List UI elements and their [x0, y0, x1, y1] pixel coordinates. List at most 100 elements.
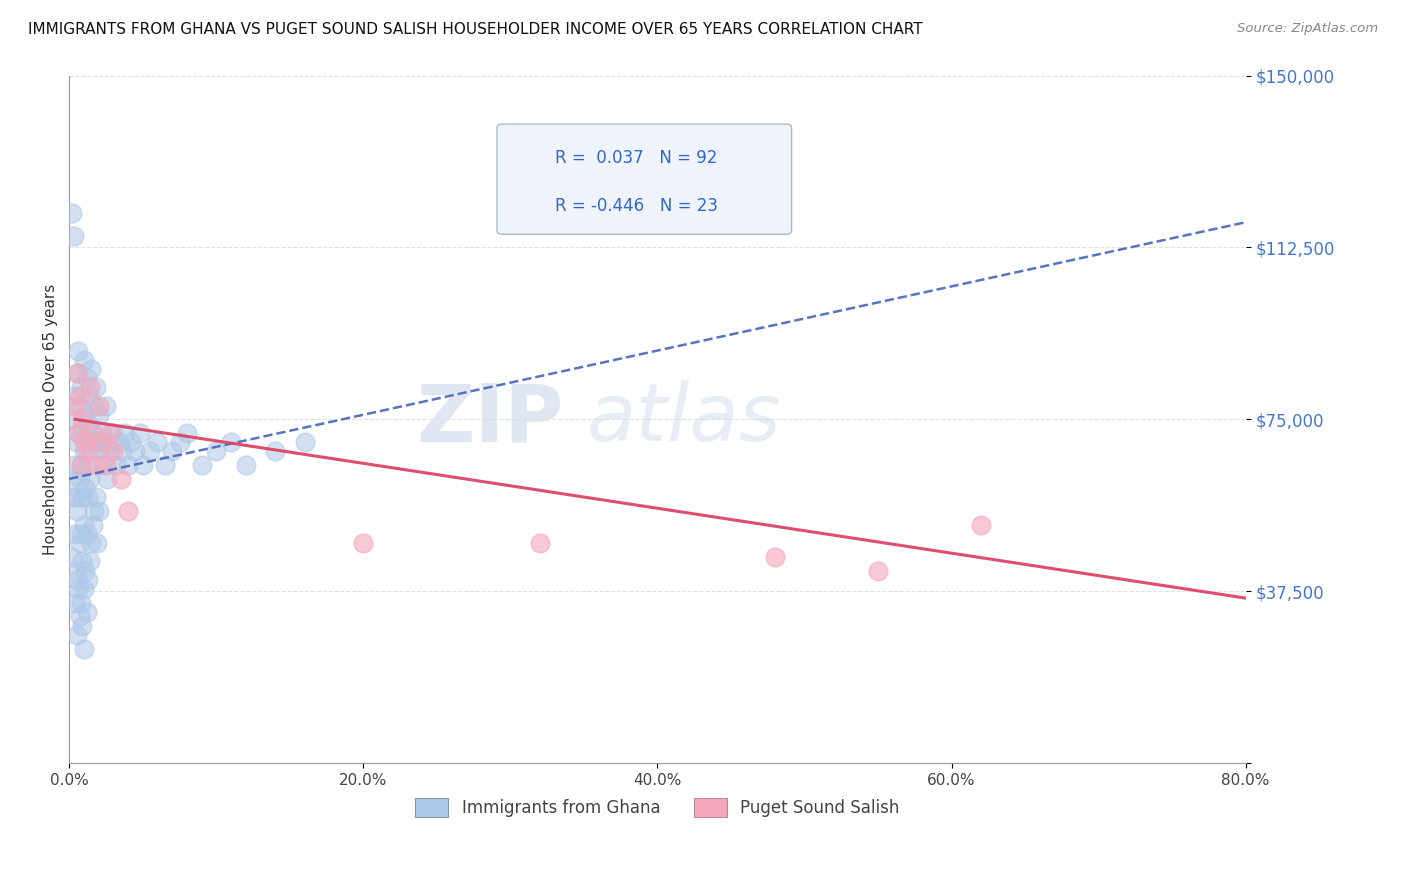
Point — [69, 399, 91, 413]
Point — [73, 582, 96, 596]
Point — [529, 536, 551, 550]
Point — [79, 380, 101, 394]
Point — [67, 426, 90, 441]
Text: ZIP: ZIP — [416, 380, 564, 458]
Point — [72, 618, 94, 632]
Point — [84, 380, 107, 394]
Text: Source: ZipAtlas.com: Source: ZipAtlas.com — [1237, 22, 1378, 36]
Point — [352, 536, 374, 550]
Point — [235, 458, 257, 472]
Point — [75, 564, 97, 578]
Point — [82, 426, 104, 441]
Point — [72, 412, 94, 426]
Point — [70, 527, 93, 541]
Legend: Immigrants from Ghana, Puget Sound Salish: Immigrants from Ghana, Puget Sound Salis… — [409, 791, 907, 823]
Point — [79, 472, 101, 486]
Point — [83, 504, 105, 518]
Point — [69, 472, 91, 486]
Text: R = -0.446   N = 23: R = -0.446 N = 23 — [554, 197, 717, 215]
Point — [91, 458, 114, 472]
Point — [100, 444, 122, 458]
Point — [105, 458, 128, 472]
Point — [70, 458, 93, 472]
Point — [114, 426, 136, 441]
Point — [160, 444, 183, 458]
Point — [79, 554, 101, 568]
Text: IMMIGRANTS FROM GHANA VS PUGET SOUND SALISH HOUSEHOLDER INCOME OVER 65 YEARS COR: IMMIGRANTS FROM GHANA VS PUGET SOUND SAL… — [28, 22, 922, 37]
Point — [70, 380, 93, 394]
Point — [110, 472, 132, 486]
Point — [65, 367, 87, 381]
Point — [86, 536, 108, 550]
Point — [67, 343, 90, 358]
Point — [84, 490, 107, 504]
Point — [73, 444, 96, 458]
Point — [86, 435, 108, 450]
Point — [62, 229, 84, 244]
Point — [63, 527, 86, 541]
Point — [77, 490, 100, 504]
Point — [132, 458, 155, 472]
Text: R =  0.037   N = 92: R = 0.037 N = 92 — [554, 150, 717, 168]
Point — [190, 458, 212, 472]
Point — [67, 490, 90, 504]
Point — [67, 426, 90, 441]
Point — [76, 605, 98, 619]
Point — [80, 362, 103, 376]
Point — [146, 435, 169, 450]
Point — [169, 435, 191, 450]
Point — [111, 444, 134, 458]
Point — [76, 371, 98, 385]
Point — [69, 536, 91, 550]
Point — [77, 417, 100, 431]
Point — [67, 582, 90, 596]
Point — [117, 504, 139, 518]
Y-axis label: Householder Income Over 65 years: Householder Income Over 65 years — [44, 284, 58, 555]
Point — [65, 435, 87, 450]
Point — [90, 435, 112, 450]
Point — [87, 504, 110, 518]
Point — [82, 426, 104, 441]
Point — [63, 596, 86, 610]
Point — [65, 367, 87, 381]
Point — [219, 435, 242, 450]
Point — [763, 549, 786, 564]
Point — [128, 426, 150, 441]
Point — [84, 458, 107, 472]
Point — [120, 435, 142, 450]
Point — [69, 389, 91, 403]
Point — [72, 490, 94, 504]
Point — [89, 444, 111, 458]
Point — [76, 444, 98, 458]
Point — [76, 527, 98, 541]
Point — [62, 564, 84, 578]
Point — [73, 352, 96, 367]
Point — [75, 408, 97, 422]
Point — [108, 435, 131, 450]
Point — [73, 641, 96, 656]
Point — [75, 481, 97, 495]
Point — [63, 399, 86, 413]
Point — [176, 426, 198, 441]
Point — [65, 573, 87, 587]
Point — [80, 444, 103, 458]
Point — [93, 435, 115, 450]
Point — [79, 389, 101, 403]
Point — [60, 549, 83, 564]
Point — [96, 472, 118, 486]
Point — [117, 458, 139, 472]
Point — [77, 573, 100, 587]
Point — [70, 596, 93, 610]
Point — [73, 517, 96, 532]
Text: atlas: atlas — [586, 380, 782, 458]
Point — [60, 472, 83, 486]
Point — [62, 490, 84, 504]
Point — [100, 426, 122, 441]
Point — [63, 458, 86, 472]
Point — [69, 609, 91, 624]
Point — [70, 458, 93, 472]
Point — [65, 504, 87, 518]
Point — [94, 458, 117, 472]
Point — [72, 554, 94, 568]
Point — [83, 399, 105, 413]
